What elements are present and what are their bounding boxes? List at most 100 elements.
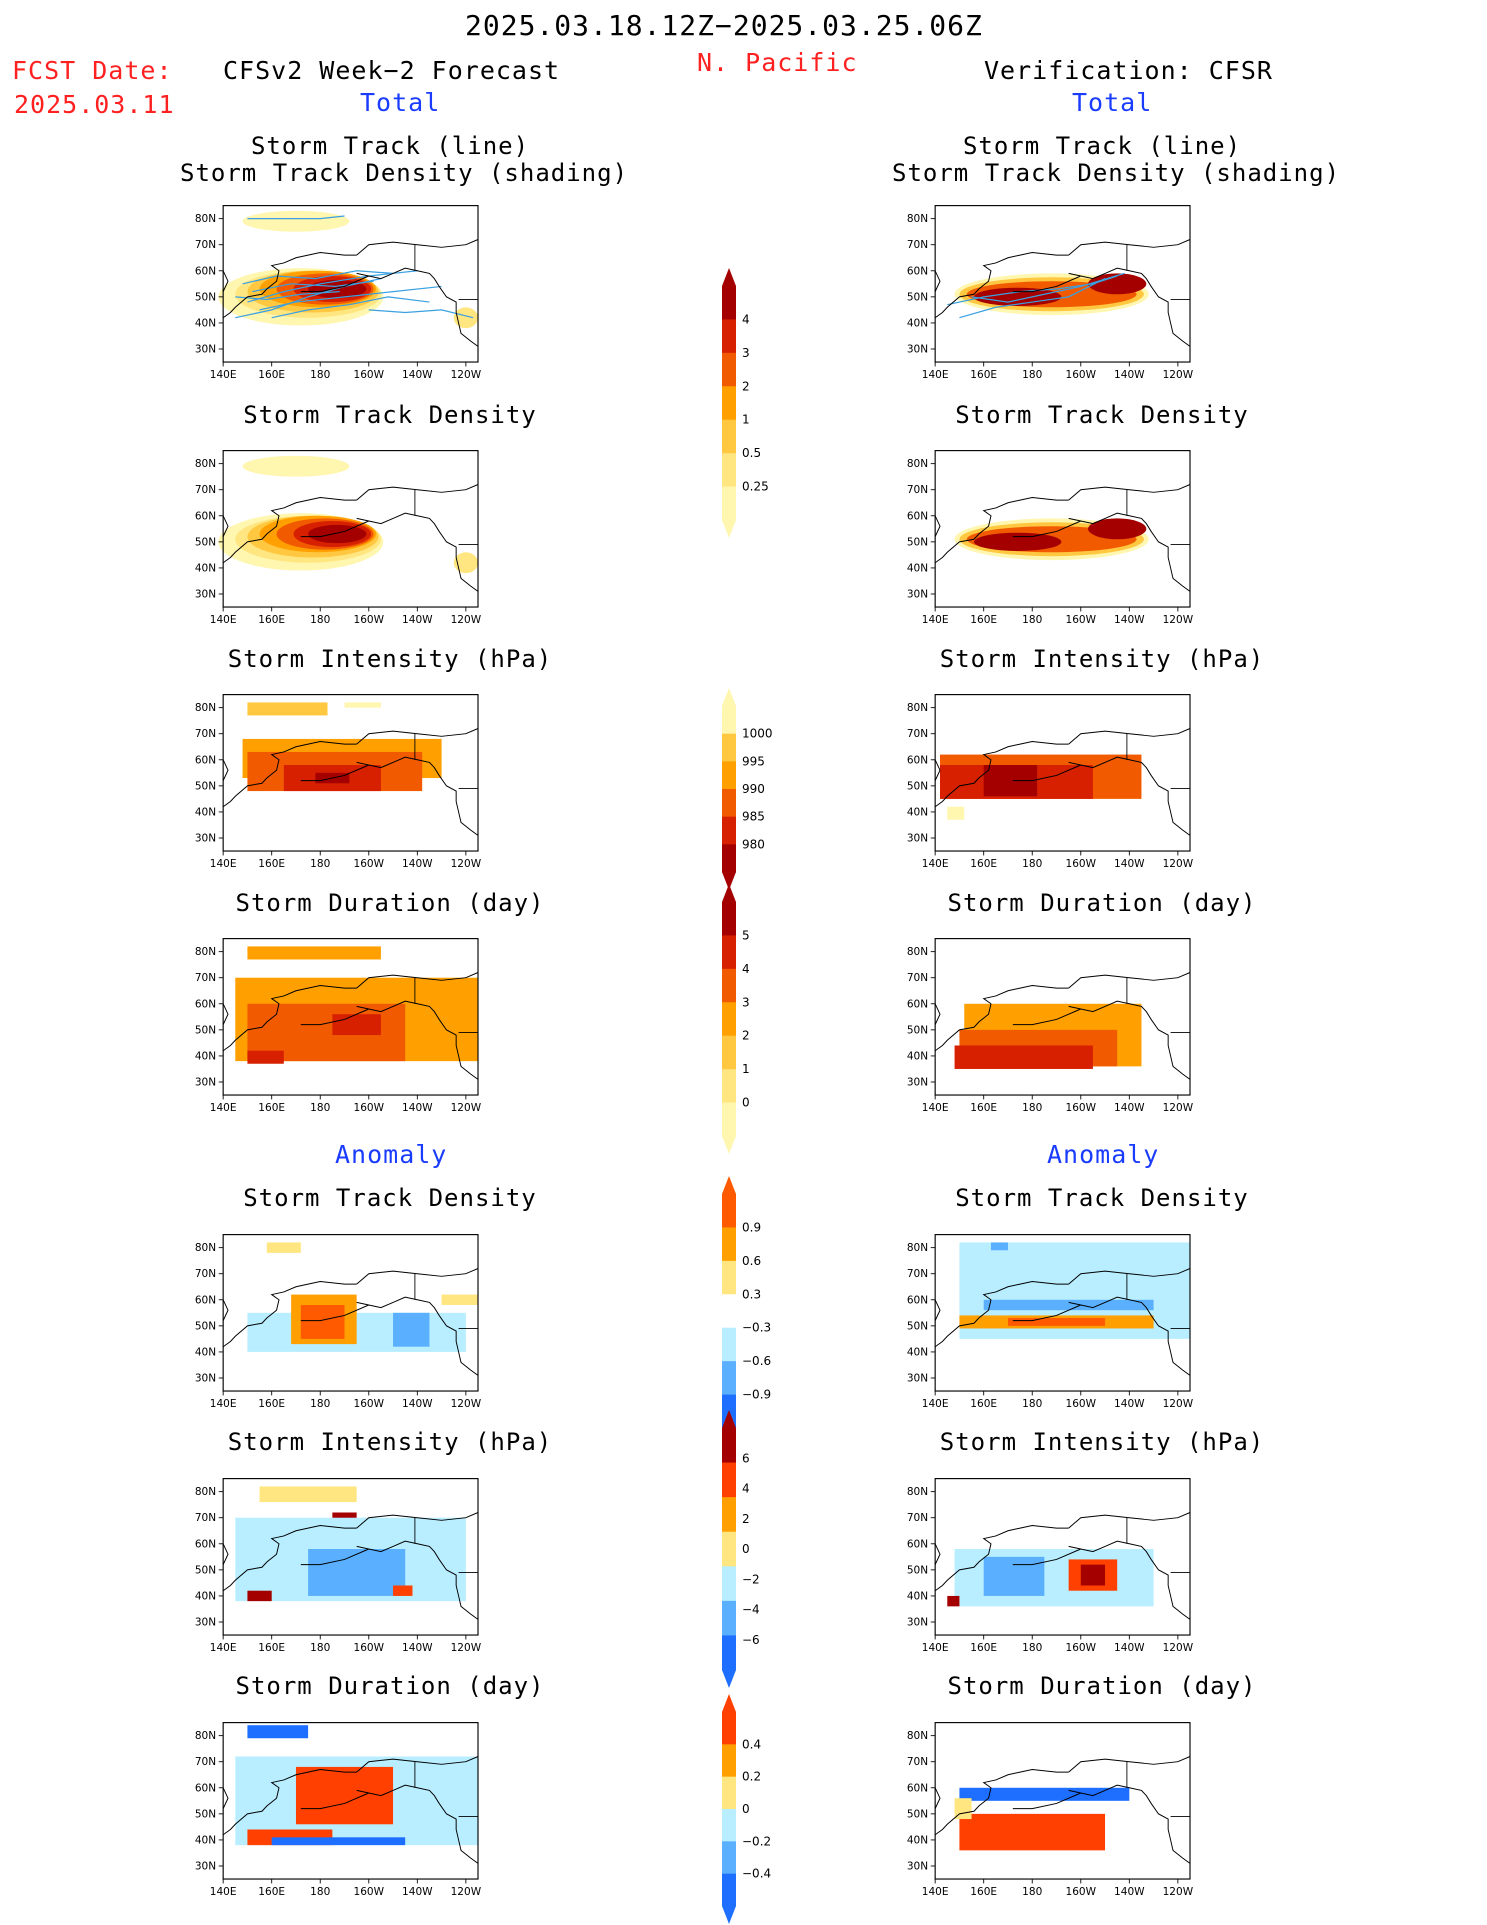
right-anomaly-label: Anomaly [1047, 1140, 1160, 1169]
lon-tick-label: 140W [1114, 1102, 1145, 1114]
lon-tick-label: 120W [1163, 1398, 1194, 1410]
lat-tick-label: 70N [195, 239, 216, 251]
coastline [300, 1548, 369, 1566]
lat-tick-label: 50N [195, 291, 216, 303]
lon-tick-label: 180 [1022, 1102, 1042, 1114]
lon-tick-label: 160E [258, 614, 285, 626]
shaded-region [453, 552, 479, 574]
coastline [1068, 239, 1191, 256]
coastline [356, 756, 479, 836]
colorbar-swatch [722, 935, 736, 970]
lat-tick-label: 60N [195, 1294, 216, 1306]
lon-tick-label: 140E [922, 1398, 949, 1410]
colorbar-swatch [722, 1327, 736, 1362]
lon-tick-label: 140E [922, 1642, 949, 1654]
right-map-track-density-anomaly: 80N 70N 60N 50N 40N 30N 140E 160E 180 160W 140W 120… [907, 1222, 1230, 1410]
colorbar-tick-label: −0.2 [742, 1834, 771, 1848]
coastline [300, 520, 369, 538]
colorbar-tick-label: 0.6 [742, 1254, 761, 1268]
shaded-region [247, 1590, 272, 1602]
lat-tick-label: 40N [907, 317, 928, 329]
right-map-track-density: 80N 70N 60N 50N 40N 30N 140E 160E 180 160W 140W 120… [907, 438, 1230, 626]
coastline [934, 252, 1069, 319]
lon-tick-label: 140E [922, 858, 949, 870]
lon-tick-label: 160W [1066, 858, 1097, 870]
coastline [934, 1003, 941, 1025]
coastline [356, 728, 479, 745]
colorbar-tick-label: 0.5 [742, 446, 761, 460]
storm-track-line [259, 285, 442, 311]
lon-tick-label: 180 [1022, 614, 1042, 626]
coastline [356, 1296, 479, 1376]
lon-tick-label: 140E [210, 1886, 237, 1898]
colorbar-cap [722, 1410, 736, 1428]
coastline [356, 239, 479, 256]
colorbar-tick-label: 1000 [742, 727, 773, 741]
lat-tick-label: 40N [195, 562, 216, 574]
coastline [300, 764, 369, 782]
colorbar-swatch [722, 1566, 736, 1602]
lon-tick-label: 140W [402, 1398, 433, 1410]
shaded-region [308, 1548, 406, 1596]
map-frame [222, 1478, 479, 1636]
coastline [300, 1304, 369, 1322]
shaded-region [242, 210, 350, 232]
storm-track-line [252, 280, 374, 293]
storm-track-line [242, 270, 394, 285]
lon-tick-label: 140W [1114, 614, 1145, 626]
colorbar-tick-label: 1 [742, 413, 750, 427]
lat-tick-label: 70N [907, 972, 928, 984]
lat-tick-label: 50N [195, 1024, 216, 1036]
left-map-duration: 80N 70N 60N 50N 40N 30N 140E 160E 180 160W 140W 120… [195, 926, 518, 1114]
lon-tick-label: 160E [258, 1398, 285, 1410]
coastline [222, 1543, 229, 1565]
coastline [1012, 1008, 1081, 1026]
lat-tick-label: 60N [907, 1782, 928, 1794]
coastline [1068, 267, 1191, 347]
map-frame [934, 1234, 1191, 1392]
coastline [300, 1792, 369, 1810]
colorbar-swatch [722, 1102, 736, 1137]
lat-tick-label: 40N [907, 1834, 928, 1846]
lon-tick-label: 120W [1163, 369, 1194, 381]
lon-tick-label: 140W [402, 1886, 433, 1898]
colorbar-tick-label: 2 [742, 379, 750, 393]
colorbar-tick-label: −0.3 [742, 1321, 771, 1335]
lon-tick-label: 180 [310, 1886, 330, 1898]
colorbar-tick-label: 4 [742, 312, 750, 326]
colorbar-swatch [722, 1809, 736, 1842]
map-svg: 80N 70N 60N 50N 40N 30N 140E 160E 180 160W 140W 120… [907, 1478, 1194, 1654]
lon-tick-label: 180 [310, 1102, 330, 1114]
track-density-colorbar: 4 3 2 1 0.5 0.25 [722, 268, 812, 538]
colorbar-cap [722, 1694, 736, 1712]
right-map-intensity: 80N 70N 60N 50N 40N 30N 140E 160E 180 160W 140W 120… [907, 682, 1230, 870]
map-frame [934, 1722, 1191, 1880]
left-map-intensity-anomaly: 80N 70N 60N 50N 40N 30N 140E 160E 180 160W 140W 120… [195, 1466, 518, 1654]
map-svg: 80N 70N 60N 50N 40N 30N 140E 160E 180 160W 140W 120… [195, 205, 482, 381]
fcst-date-label: FCST Date: [12, 56, 173, 85]
lat-tick-label: 50N [195, 1808, 216, 1820]
lat-tick-label: 60N [907, 265, 928, 277]
lon-tick-label: 160W [354, 369, 385, 381]
coastline [356, 267, 479, 347]
coastline [934, 1769, 1069, 1836]
map-svg: 80N 70N 60N 50N 40N 30N 140E 160E 180 160W 140W 120… [907, 938, 1194, 1114]
colorbar-tick-label: −6 [742, 1633, 760, 1647]
lon-tick-label: 140W [1114, 1642, 1145, 1654]
lon-tick-label: 120W [1163, 858, 1194, 870]
storm-track-line [971, 272, 1125, 303]
lon-tick-label: 180 [310, 369, 330, 381]
colorbar-tick-label: 0.3 [742, 1287, 761, 1301]
coastline [222, 759, 229, 781]
coastline [934, 515, 941, 537]
lat-tick-label: 70N [195, 484, 216, 496]
colorbar-swatch [722, 1069, 736, 1104]
colorbar-cap [722, 884, 736, 902]
lat-tick-label: 30N [907, 1861, 928, 1873]
coastline [222, 1525, 357, 1592]
colorbar-cap [722, 520, 736, 538]
lat-tick-label: 80N [907, 702, 928, 714]
colorbar-swatch [722, 1841, 736, 1875]
right-panel-4-title: Storm Duration (day) [947, 889, 1257, 917]
lon-tick-label: 120W [1163, 1886, 1194, 1898]
